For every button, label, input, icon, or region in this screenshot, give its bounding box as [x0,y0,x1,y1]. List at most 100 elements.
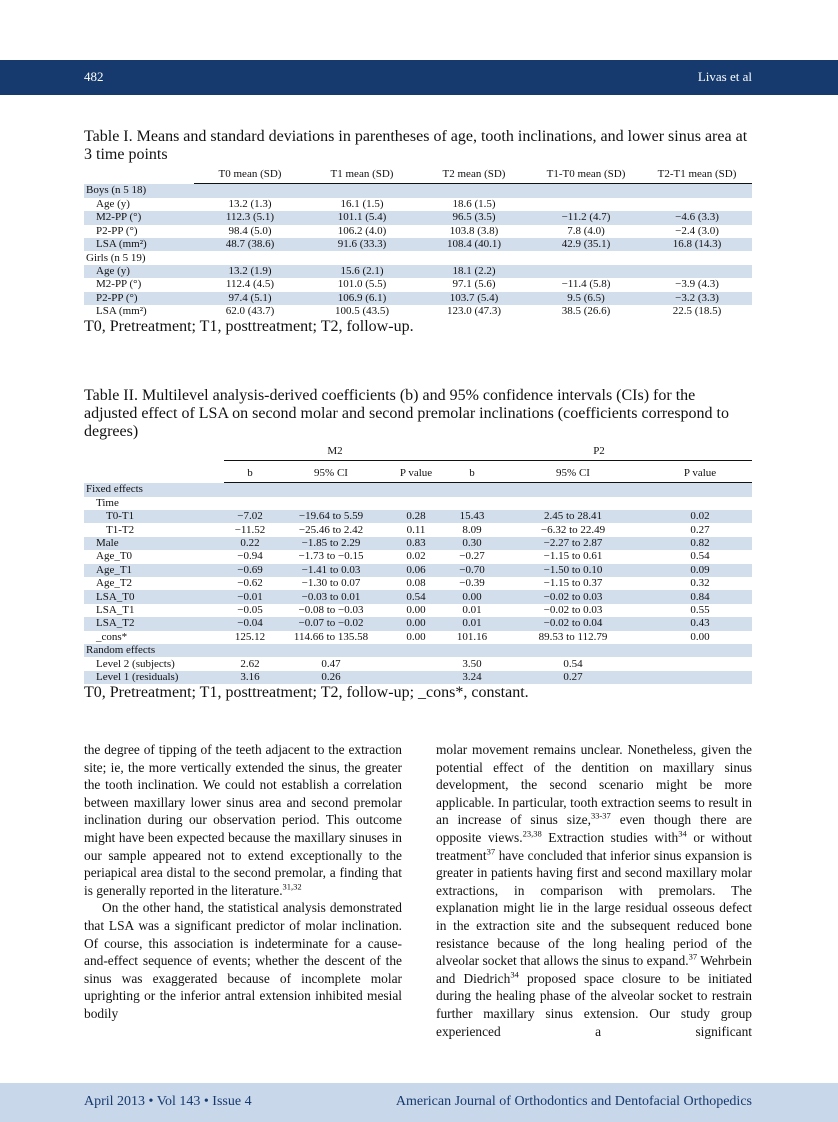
blank-cell [84,467,224,483]
cell: −0.69 [224,563,276,578]
table-title: Means and standard deviations in parenth… [84,128,748,163]
table: Table I. Means and standard deviations in… [84,128,752,336]
table-row: P2-PP (°) 97.4 (5.1) 106.9 (6.1) 103.7 (5.4… [84,291,752,305]
cell: −0.39 [459,577,485,590]
row-label: P2-PP (°) [96,224,138,237]
cell: 0.00 [690,630,710,643]
cell: −4.6 (3.3) [642,211,752,225]
row-label: _cons* [96,630,128,643]
cell [194,251,752,264]
cell: 2.62 [240,657,260,670]
cell: 0.00 [386,617,446,631]
cell: −1.30 to 0.07 [301,577,361,590]
row-label: M2-PP (°) [96,278,142,291]
cell: −0.02 to 0.03 [498,590,648,604]
table-row: LSA (mm²) 48.7 (38.6) 91.6 (33.3) 108.4 (40… [84,237,752,252]
cell [530,198,642,211]
text-run: molar movement remains unclear. Nonethel… [436,742,752,828]
column-header: T1-T0 mean (SD) [530,168,642,185]
cell: 106.9 (6.1) [306,291,418,305]
cell: 16.1 (1.5) [340,197,384,210]
table-row: T1-T2 −11.52 −25.46 to 2.42 0.11 8.09 −6.32 t… [84,523,752,536]
table-row: Male 0.22 −1.85 to 2.29 0.83 0.30 −2.27 to 2.… [84,536,752,551]
cell: 2.45 to 28.41 [498,510,648,524]
table-row: Time [84,497,752,510]
cell: 0.55 [690,603,710,616]
group-header: P2 [446,445,752,462]
cell: 0.54 [386,590,446,604]
citation: 31,32 [282,881,302,892]
group-header-row: M2 P2 [84,445,752,462]
table-row: Level 2 (subjects) 2.62 0.47 3.50 0.54 [84,657,752,670]
column-header: 95% CI [498,466,648,484]
row-label: Boys (n 5 18) [84,183,194,198]
blank-cell [84,445,224,461]
cell: 16.8 (14.3) [642,237,752,252]
cell: −0.08 to −0.03 [298,603,364,616]
row-label: Male [84,536,224,551]
cell: 0.01 [446,617,498,631]
table: Table II. Multilevel analysis-derived coe… [84,387,752,702]
cell: 0.27 [498,670,648,685]
data-table: T0 mean (SD) T1 mean (SD) T2 mean (SD) T1-T… [84,168,752,318]
row-label: LSA (mm²) [84,237,194,252]
cell: −11.52 [234,523,266,536]
cell: 62.0 (43.7) [225,305,275,318]
cell: 97.1 (5.6) [452,278,496,291]
cell: 7.8 (4.0) [567,224,605,237]
row-label: LSA_T0 [84,590,224,604]
table-row: Age (y) 13.2 (1.3) 16.1 (1.5) 18.6 (1.5) [84,198,752,211]
table-row: M2-PP (°) 112.4 (4.5) 101.0 (5.5) 97.1 (5.6… [84,278,752,291]
text-run: proposed space closure to be initiated d… [436,970,753,1039]
cell: 22.5 (18.5) [672,305,722,318]
cell [194,183,752,198]
cell: −2.4 (3.0) [675,224,719,237]
row-label: Age_T2 [96,577,133,590]
cell: −0.05 [237,603,263,616]
text-run: Wehrbein and Diedrich [436,953,752,986]
cell: 96.5 (3.5) [418,211,530,225]
cell [642,264,752,279]
cell: 112.4 (4.5) [225,278,275,291]
cell: −0.03 to 0.01 [276,590,386,604]
table-row: Age_T2 −0.62 −1.30 to 0.07 0.08 −0.39 −1.15 t… [84,577,752,590]
row-label: LSA (mm²) [96,305,147,318]
group-header: M2 [224,445,446,462]
row-label: M2-PP (°) [84,211,194,225]
cell [530,264,642,279]
cell: 112.3 (5.1) [194,211,306,225]
cell: 48.7 (38.6) [194,237,306,252]
table-footnote: T0, Pretreatment; T1, posttreatment; T2,… [84,684,529,702]
text-run: Extraction studies with [541,829,679,845]
cell: 0.00 [406,630,426,643]
header-bar: 482 Livas et al [0,60,838,95]
cell: 0.06 [386,563,446,578]
cell [386,657,446,670]
cell [224,482,752,497]
header-row: T0 mean (SD) T1 mean (SD) T2 mean (SD) T1-T… [84,168,752,185]
citation: 23,38 [522,828,542,839]
cell: 101.1 (5.4) [306,211,418,225]
cell: −7.02 [224,510,276,524]
cell: 0.00 [406,603,426,616]
cell: −19.64 to 5.59 [276,510,386,524]
text-column: molar movement remains unclear. Nonethel… [436,741,752,1040]
text-run: or without treatment [436,829,752,863]
cell: −0.02 to 0.04 [498,617,648,631]
cell: 0.30 [446,536,498,551]
column-header: 95% CI [276,466,386,484]
cell: 108.4 (40.1) [418,237,530,252]
cell: 0.28 [386,510,446,524]
table-row: LSA_T2 −0.04 −0.07 to −0.02 0.00 0.01 −0.02 t… [84,617,752,631]
row-label: Random effects [84,643,224,658]
row-label: Girls (n 5 19) [86,251,146,264]
cell [648,657,752,670]
table-row: _cons* 125.12 114.66 to 135.58 0.00 101.16 89… [84,631,752,644]
table-row: Age_T1 −0.69 −1.41 to 0.03 0.06 −0.70 −1.50 t… [84,563,752,578]
cell: 0.02 [406,550,426,563]
cell: −1.15 to 0.37 [543,577,603,590]
cell: 0.83 [386,536,446,551]
cell: 123.0 (47.3) [446,305,502,318]
cell: 89.53 to 112.79 [538,630,608,643]
